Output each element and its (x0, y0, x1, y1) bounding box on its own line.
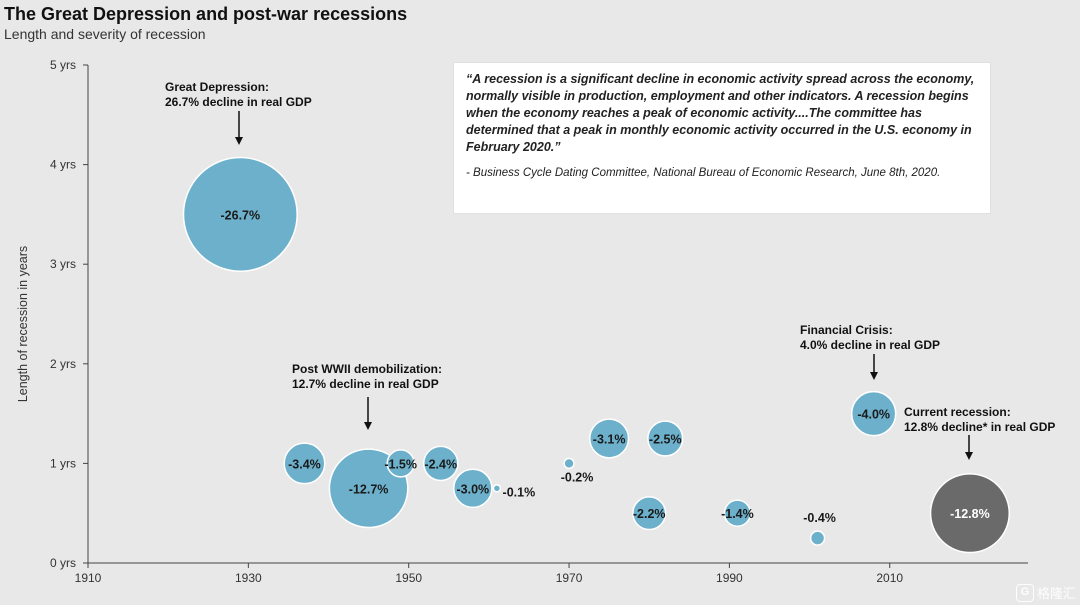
quote-text: “A recession is a significant decline in… (466, 72, 975, 154)
y-tick-label: 5 yrs (50, 58, 76, 72)
data-label: -3.0% (457, 482, 490, 496)
data-label: -3.4% (288, 457, 321, 471)
annotation-detail: 12.8% decline* in real GDP (904, 420, 1055, 434)
y-tick-label: 2 yrs (50, 357, 76, 371)
y-tick-label: 4 yrs (50, 158, 76, 172)
arrow-down-icon (364, 422, 372, 430)
bubble (453, 468, 493, 509)
x-tick-label: 1950 (395, 571, 422, 585)
data-label: -3.1% (593, 433, 626, 447)
data-label: -12.7% (349, 482, 389, 496)
arrow-down-icon (870, 372, 878, 380)
data-label: -26.7% (221, 208, 261, 222)
x-tick-label: 1990 (716, 571, 743, 585)
data-label: -0.2% (561, 470, 594, 484)
bubble (422, 445, 459, 482)
bubble (386, 449, 415, 478)
annotation-title: Post WWII demobilization: (292, 362, 442, 376)
data-label: -2.2% (633, 507, 666, 521)
data-label: -1.4% (721, 507, 754, 521)
watermark: G 格隆汇 (1015, 583, 1076, 602)
data-label: -4.0% (857, 408, 890, 422)
watermark-text: 格隆汇 (1036, 586, 1076, 601)
bubble (723, 499, 752, 527)
arrow-down-icon (965, 452, 973, 460)
data-label: -2.5% (649, 433, 682, 447)
y-tick-label: 0 yrs (50, 556, 76, 570)
annotation-title: Great Depression: (165, 80, 269, 94)
x-tick-label: 1930 (235, 571, 262, 585)
bubble (929, 473, 1011, 554)
annotation-detail: 26.7% decline in real GDP (165, 95, 312, 109)
bubble (182, 156, 298, 272)
x-tick-label: 1910 (75, 571, 102, 585)
annotation-title: Financial Crisis: (800, 323, 893, 337)
chart-title: The Great Depression and post-war recess… (4, 4, 408, 24)
data-label: -0.1% (503, 485, 536, 499)
x-tick-label: 2010 (876, 571, 903, 585)
bubble (647, 420, 684, 457)
watermark-logo-icon: G (1015, 583, 1034, 602)
y-tick-label: 3 yrs (50, 257, 76, 271)
annotation-detail: 4.0% decline in real GDP (800, 338, 940, 352)
chart-subtitle: Length and severity of recession (4, 26, 206, 42)
annotation-title: Current recession: (904, 405, 1011, 419)
bubble (589, 418, 630, 459)
quote-source: - Business Cycle Dating Committee, Natio… (466, 167, 941, 179)
bubble (632, 496, 667, 531)
y-tick-label: 1 yrs (50, 456, 76, 470)
bubble (283, 442, 326, 485)
bubble (850, 390, 897, 437)
annotation-detail: 12.7% decline in real GDP (292, 377, 439, 391)
bubble (809, 530, 826, 546)
data-label: -0.4% (803, 511, 836, 525)
bubble (492, 484, 502, 493)
x-tick-label: 1970 (556, 571, 583, 585)
data-label: -1.5% (384, 457, 417, 471)
arrow-down-icon (235, 137, 243, 145)
bubble (563, 457, 575, 470)
y-axis-label: Length of recession in years (16, 246, 30, 402)
quote-box: “A recession is a significant decline in… (457, 66, 987, 210)
data-label: -12.8% (950, 507, 990, 521)
data-label: -2.4% (424, 457, 457, 471)
